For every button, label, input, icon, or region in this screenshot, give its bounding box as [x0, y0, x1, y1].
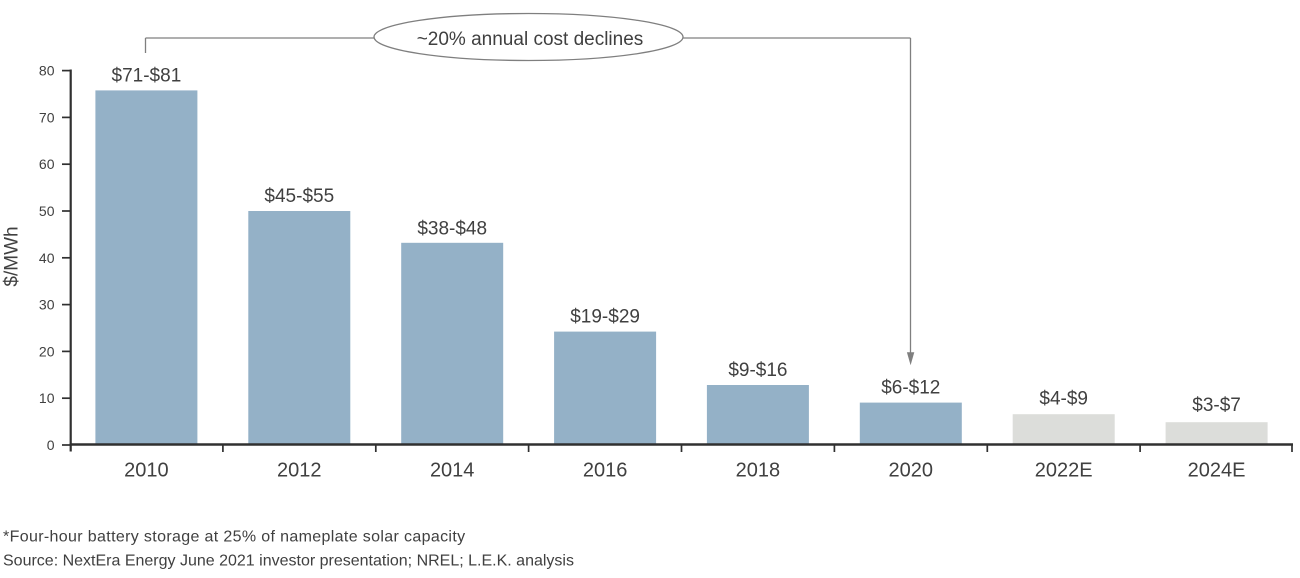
svg-text:50: 50	[39, 203, 55, 219]
svg-text:2016: 2016	[583, 460, 628, 482]
svg-text:$19-$29: $19-$29	[570, 307, 640, 328]
svg-text:$71-$81: $71-$81	[112, 65, 182, 86]
svg-text:2012: 2012	[277, 460, 322, 482]
svg-text:20: 20	[39, 343, 55, 359]
svg-text:2010: 2010	[124, 460, 169, 482]
svg-text:$38-$48: $38-$48	[417, 219, 487, 240]
svg-text:2024E: 2024E	[1188, 460, 1246, 482]
svg-text:$3-$7: $3-$7	[1192, 395, 1241, 416]
svg-text:70: 70	[39, 109, 55, 125]
svg-text:$45-$55: $45-$55	[264, 186, 334, 207]
svg-text:10: 10	[39, 390, 55, 406]
svg-text:$6-$12: $6-$12	[881, 377, 940, 398]
svg-text:Source: NextEra Energy June 20: Source: NextEra Energy June 2021 investo…	[3, 553, 574, 570]
svg-text:40: 40	[39, 250, 55, 266]
svg-text:$/MWh: $/MWh	[2, 226, 23, 286]
svg-text:2020: 2020	[889, 460, 934, 482]
svg-text:~20% annual cost declines: ~20% annual cost declines	[417, 29, 644, 50]
svg-text:60: 60	[39, 156, 55, 172]
svg-text:$4-$9: $4-$9	[1039, 389, 1088, 410]
svg-text:80: 80	[39, 63, 55, 79]
svg-text:2018: 2018	[736, 460, 781, 482]
svg-text:0: 0	[47, 437, 55, 453]
svg-text:*Four-hour battery storage at: *Four-hour battery storage at 25% of nam…	[3, 529, 465, 546]
svg-text:2014: 2014	[430, 460, 475, 482]
svg-text:30: 30	[39, 297, 55, 313]
svg-text:2022E: 2022E	[1035, 460, 1093, 482]
svg-text:$9-$16: $9-$16	[728, 360, 787, 381]
